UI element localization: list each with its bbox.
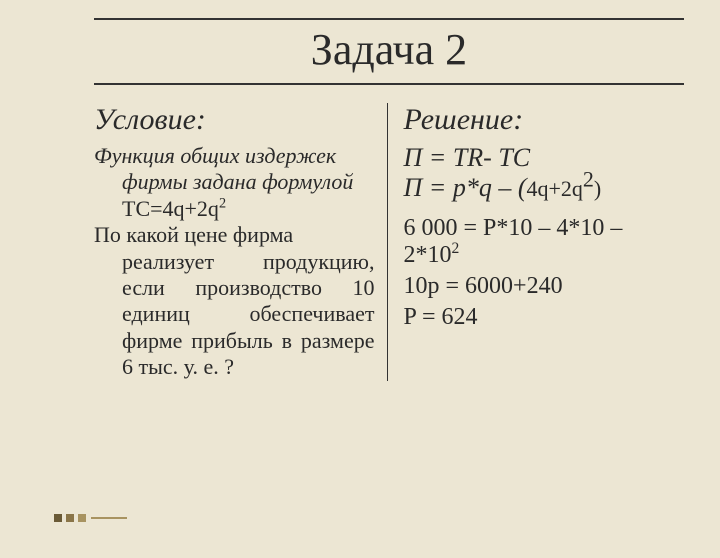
condition-question-2: реализует продукцию, если производство 1…	[94, 249, 375, 381]
decorative-bullet	[54, 514, 127, 522]
step1-text: 6 000 = P*10 – 4*10 – 2*10	[404, 215, 623, 268]
title-container: Задача 2	[94, 18, 684, 85]
eq2-mid: 4q+2q	[526, 176, 582, 201]
bullet-square-2	[66, 514, 74, 522]
solution-step-2: 10p = 6000+240	[404, 273, 685, 300]
condition-question-1: По какой цене фирма	[94, 222, 375, 248]
condition-heading: Условие:	[94, 103, 375, 137]
solution-step-1: 6 000 = P*10 – 4*10 – 2*102	[404, 215, 685, 269]
eq2-suffix: )	[594, 176, 601, 201]
solution-column: Решение: П = TR- TC П = p*q – (4q+2q2) 6…	[387, 103, 685, 381]
formula-exponent: 2	[219, 195, 226, 211]
condition-column: Условие: Функция общих издержек фирмы за…	[94, 103, 387, 381]
formula-base: ТС=4q+2q	[122, 196, 219, 221]
eq2-prefix: П = p*q – (	[404, 173, 527, 202]
solution-eq-2: П = p*q – (4q+2q2)	[404, 173, 685, 203]
bullet-square-3	[78, 514, 86, 522]
eq2-exponent: 2	[583, 166, 594, 191]
condition-formula: ТС=4q+2q2	[94, 196, 375, 222]
content-columns: Условие: Функция общих издержек фирмы за…	[94, 103, 684, 381]
solution-heading: Решение:	[404, 103, 685, 137]
step1-exponent: 2	[452, 240, 460, 257]
solution-step-3: P = 624	[404, 304, 685, 331]
bullet-square-1	[54, 514, 62, 522]
bullet-tail	[91, 517, 127, 519]
slide-title: Задача 2	[94, 24, 684, 75]
condition-line-1: Функция общих издержек	[94, 143, 375, 169]
condition-line-2: фирмы задана формулой	[94, 169, 375, 195]
solution-eq-1: П = TR- TC	[404, 143, 685, 173]
